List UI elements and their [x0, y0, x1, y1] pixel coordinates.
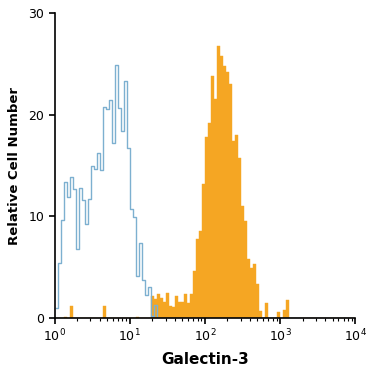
Bar — [241, 206, 244, 318]
Bar — [286, 300, 289, 318]
Bar — [196, 239, 199, 318]
Bar — [265, 303, 268, 318]
Bar — [70, 306, 73, 318]
Bar — [247, 259, 250, 318]
Bar — [199, 231, 202, 318]
Bar — [220, 56, 223, 318]
Bar — [253, 264, 256, 318]
Bar — [193, 271, 196, 318]
Bar — [154, 299, 157, 318]
Bar — [160, 298, 163, 318]
Bar — [256, 284, 259, 318]
Bar — [190, 294, 193, 318]
Bar — [226, 72, 229, 318]
Bar — [157, 294, 160, 318]
Bar — [217, 46, 220, 318]
Bar — [259, 311, 262, 318]
Bar — [208, 123, 211, 318]
Bar — [103, 306, 106, 318]
Bar — [214, 99, 217, 318]
Bar — [235, 135, 238, 318]
Bar — [181, 302, 184, 318]
Bar — [229, 84, 232, 318]
Bar — [136, 316, 139, 318]
Bar — [178, 302, 181, 318]
Bar — [205, 137, 208, 318]
Bar — [202, 183, 205, 318]
Bar — [250, 268, 253, 318]
Bar — [151, 296, 154, 318]
Bar — [238, 158, 241, 318]
Bar — [283, 310, 286, 318]
Bar — [169, 306, 172, 318]
Bar — [223, 66, 226, 318]
Bar — [187, 303, 190, 318]
Bar — [184, 294, 187, 318]
Bar — [211, 76, 214, 318]
X-axis label: Galectin-3: Galectin-3 — [161, 352, 249, 367]
Bar — [166, 292, 169, 318]
Bar — [172, 307, 175, 318]
Bar — [244, 221, 247, 318]
Bar — [277, 312, 280, 318]
Y-axis label: Relative Cell Number: Relative Cell Number — [8, 87, 21, 245]
Bar — [175, 296, 178, 318]
Bar — [63, 317, 66, 318]
Bar — [232, 141, 235, 318]
Bar — [163, 302, 166, 318]
